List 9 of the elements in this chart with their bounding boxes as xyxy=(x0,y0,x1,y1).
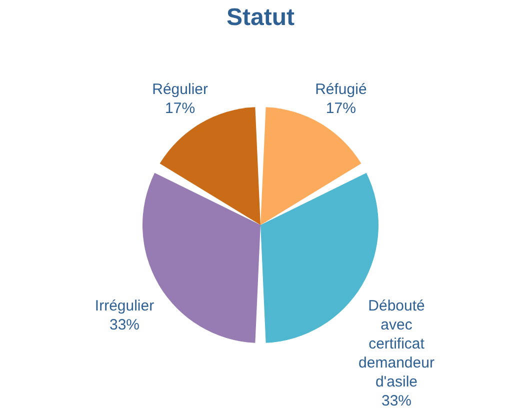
slice-label: Irrégulier xyxy=(94,297,154,314)
chart-title: Statut xyxy=(226,4,294,31)
slice-label: Régulier xyxy=(152,81,208,98)
slice-label: Débouté avec certificat demandeur d'asile xyxy=(358,297,434,390)
slice-label: Réfugié xyxy=(315,81,367,98)
data-label: 33% xyxy=(109,316,140,334)
data-label: 17% xyxy=(165,100,196,118)
data-label: 17% xyxy=(326,100,356,118)
data-label: 33% xyxy=(381,392,412,410)
